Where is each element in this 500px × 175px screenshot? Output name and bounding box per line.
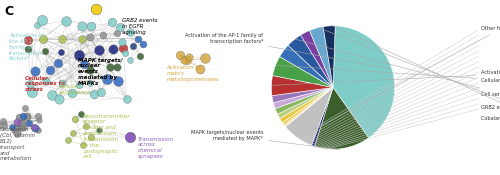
Point — [87, 25, 95, 27]
Point — [183, 59, 191, 62]
Point — [16, 122, 24, 125]
Point — [38, 38, 46, 40]
Text: Activation of
the AP-1
family of
transcription
factors*: Activation of the AP-1 family of transcr… — [9, 33, 44, 61]
Point — [46, 68, 54, 71]
Text: Cobalamin (Cbl) transport and metabolism*: Cobalamin (Cbl) transport and metabolism… — [332, 25, 500, 121]
Text: Activation of the AP-1 family of
transcription factors*: Activation of the AP-1 family of transcr… — [185, 33, 391, 69]
Point — [121, 51, 129, 54]
Point — [24, 39, 32, 41]
Text: Activation of
matrix
metalloproteinases: Activation of matrix metalloproteinases — [166, 65, 219, 82]
Wedge shape — [284, 88, 333, 127]
Text: MAPK targets/
nuclear
events
mediated by
MAPKs: MAPK targets/ nuclear events mediated by… — [78, 58, 122, 86]
Point — [20, 115, 28, 118]
Point — [116, 25, 124, 28]
Point — [34, 24, 42, 27]
Point — [21, 107, 29, 110]
Point — [28, 91, 36, 94]
Point — [122, 97, 130, 100]
Point — [38, 19, 46, 21]
Point — [15, 116, 23, 118]
Point — [196, 67, 204, 70]
Point — [120, 47, 128, 50]
Text: GRB2 events in EGFR signaling*: GRB2 events in EGFR signaling* — [318, 28, 500, 110]
Point — [82, 125, 90, 127]
Wedge shape — [312, 88, 333, 146]
Point — [68, 92, 76, 94]
Point — [22, 115, 30, 118]
Point — [106, 66, 114, 69]
Text: MAPK targets/nuclear events
mediated by MAPK*: MAPK targets/nuclear events mediated by … — [190, 130, 340, 150]
Point — [186, 55, 194, 58]
Point — [48, 94, 56, 97]
Point — [114, 80, 122, 83]
Point — [95, 128, 103, 131]
Point — [62, 19, 70, 22]
Point — [64, 139, 72, 141]
Text: C: C — [4, 5, 13, 18]
Text: Activation of matrix metalloproteinase*: Activation of matrix metalloproteinase* — [272, 70, 500, 85]
Point — [176, 54, 184, 57]
Point — [78, 25, 86, 28]
Point — [24, 47, 32, 50]
Wedge shape — [314, 88, 368, 149]
Point — [114, 65, 122, 68]
Point — [103, 78, 111, 80]
Point — [126, 135, 134, 138]
Point — [36, 119, 44, 121]
Wedge shape — [280, 45, 333, 88]
Wedge shape — [272, 75, 333, 96]
Point — [18, 121, 25, 124]
Point — [128, 44, 136, 47]
Text: Cellular
responses to
stress: Cellular responses to stress — [24, 76, 64, 92]
Point — [34, 128, 42, 131]
Wedge shape — [282, 88, 333, 125]
Point — [69, 132, 77, 134]
Wedge shape — [278, 88, 333, 118]
Point — [13, 131, 21, 134]
Point — [80, 63, 88, 66]
Wedge shape — [272, 88, 333, 103]
Text: Cobalamin
(Cbl, vitamin
B12)
transport
and
metabolism: Cobalamin (Cbl, vitamin B12) transport a… — [0, 127, 35, 161]
Point — [26, 83, 34, 86]
Point — [74, 54, 82, 56]
Point — [31, 127, 39, 130]
Point — [136, 55, 144, 57]
Point — [78, 37, 86, 40]
Point — [54, 62, 62, 64]
Point — [126, 30, 134, 33]
Point — [86, 69, 94, 72]
Point — [76, 112, 84, 115]
Point — [0, 123, 6, 126]
Point — [90, 93, 98, 96]
Point — [72, 118, 80, 120]
Point — [58, 82, 66, 85]
Point — [202, 57, 209, 60]
Point — [42, 80, 50, 83]
Point — [14, 120, 22, 123]
Point — [97, 91, 105, 94]
Text: GRB2 events
in EGFR
signaling: GRB2 events in EGFR signaling — [122, 18, 158, 34]
Point — [95, 48, 103, 51]
Point — [108, 20, 116, 23]
Wedge shape — [272, 57, 333, 88]
Point — [118, 41, 126, 43]
Wedge shape — [323, 26, 335, 88]
Point — [23, 116, 31, 118]
Point — [139, 42, 147, 45]
Point — [109, 47, 117, 50]
Point — [8, 126, 16, 128]
Point — [19, 126, 27, 128]
Text: Transmission
across
chemical
synapses: Transmission across chemical synapses — [138, 137, 174, 159]
Wedge shape — [280, 88, 333, 122]
Text: Cellular responses to stress*: Cellular responses to stress* — [276, 65, 500, 83]
Point — [92, 7, 100, 10]
Point — [86, 81, 94, 84]
Point — [112, 32, 120, 35]
Point — [87, 135, 95, 138]
Point — [134, 37, 142, 40]
Point — [55, 98, 63, 101]
Point — [34, 114, 42, 117]
Text: Cell senescence*: Cell senescence* — [296, 39, 500, 97]
Wedge shape — [300, 30, 333, 88]
Point — [57, 51, 65, 53]
